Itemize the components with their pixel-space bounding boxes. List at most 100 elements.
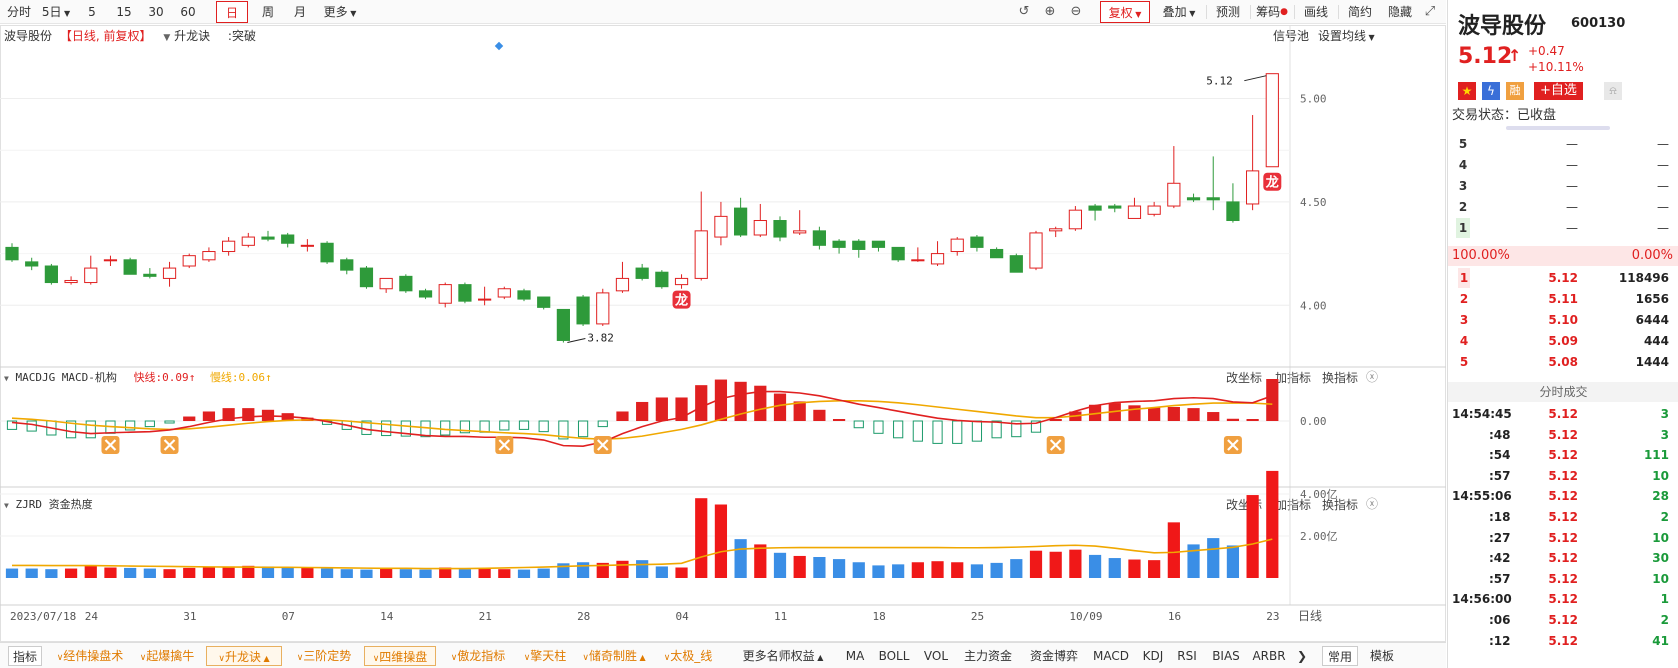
scroll-handle[interactable] xyxy=(1448,126,1678,130)
undo-icon[interactable]: ↺ xyxy=(1018,4,1030,19)
period-more[interactable]: 更多 ▼ xyxy=(318,1,362,23)
macd-buy-signal-icon[interactable] xyxy=(1046,436,1065,454)
period-day[interactable]: 日 xyxy=(216,1,248,23)
candle-down[interactable] xyxy=(576,296,590,325)
candle-up[interactable] xyxy=(438,284,452,304)
period-month[interactable]: 月 xyxy=(293,5,306,19)
macd-buy-signal-icon[interactable] xyxy=(495,436,514,454)
candle-up[interactable] xyxy=(182,255,196,267)
indicator-tab[interactable]: 指标 xyxy=(8,646,42,666)
zjrd-title[interactable]: ZJRD 资金热度 xyxy=(15,498,93,511)
candle-down[interactable] xyxy=(556,308,570,341)
triangle-down-icon[interactable]: ▼ xyxy=(4,501,9,510)
period-60min[interactable]: 60 xyxy=(180,5,196,19)
zjrd-add-indicator-button[interactable]: 加指标 xyxy=(1275,498,1312,512)
indicator-tab[interactable]: ∨太极_线 xyxy=(656,646,720,666)
period-5day[interactable]: 5日 ▼ xyxy=(38,1,74,23)
candle-down[interactable] xyxy=(418,290,433,298)
candle-down[interactable] xyxy=(261,236,275,240)
candle-down[interactable] xyxy=(399,275,413,292)
triangle-down-icon[interactable]: ▼ xyxy=(4,374,9,383)
zoom-out-icon[interactable]: ⊖ xyxy=(1070,4,1082,19)
candle-up[interactable] xyxy=(596,292,610,325)
candle-down[interactable] xyxy=(44,265,58,284)
candle-up[interactable] xyxy=(911,259,925,262)
candle-down[interactable] xyxy=(1186,197,1201,201)
indicator-tab[interactable]: VOL xyxy=(920,646,952,666)
indicator-tab[interactable]: ∨储奇制胜 ▲ xyxy=(580,646,648,666)
indicator-tab[interactable]: BIAS xyxy=(1208,646,1244,666)
indicator-tab[interactable]: BOLL xyxy=(874,646,914,666)
candle-up[interactable] xyxy=(674,277,689,286)
candle-down[interactable] xyxy=(281,234,295,244)
predict-button[interactable]: 预测 xyxy=(1215,5,1240,19)
chips-button[interactable]: 筹码● xyxy=(1254,1,1290,23)
candle-up[interactable] xyxy=(1029,232,1043,269)
candle-down[interactable] xyxy=(123,259,137,275)
indicator-tab[interactable]: ∨起爆擒牛 xyxy=(134,646,200,666)
indicator-name-label[interactable]: 升龙诀 xyxy=(174,29,211,43)
candle-up[interactable] xyxy=(694,230,708,279)
candle-up[interactable] xyxy=(103,259,118,262)
candle-down[interactable] xyxy=(517,290,531,300)
candle-up[interactable] xyxy=(1246,170,1260,205)
candle-down[interactable] xyxy=(1088,205,1102,211)
signal-pool-link[interactable]: 信号池 xyxy=(1273,27,1309,44)
indicator-tab[interactable]: ∨经伟操盘术 xyxy=(50,646,130,666)
scroll-right-icon[interactable]: ❯ xyxy=(1296,649,1308,663)
candle-up[interactable] xyxy=(202,251,216,261)
candle-up[interactable] xyxy=(1127,205,1142,219)
indicator-tab[interactable]: MA xyxy=(842,646,868,666)
indicator-tab[interactable]: RSI xyxy=(1172,646,1202,666)
candle-down[interactable] xyxy=(990,248,1004,259)
zoom-in-icon[interactable]: ⊕ xyxy=(1044,4,1056,19)
indicator-tab[interactable]: ∨三阶定势 xyxy=(290,646,358,666)
ma-settings-button[interactable]: 设置均线 ▼ xyxy=(1318,27,1375,44)
indicator-tab[interactable]: 常用 xyxy=(1322,646,1358,666)
macd-buy-signal-icon[interactable] xyxy=(593,436,612,454)
candle-down[interactable] xyxy=(812,230,826,246)
scroll-handle-bar[interactable] xyxy=(1506,126,1610,130)
candle-down[interactable] xyxy=(537,296,551,308)
period-week[interactable]: 周 xyxy=(261,5,274,19)
indicator-tab[interactable]: 资金博弈 xyxy=(1024,646,1084,666)
candle-up[interactable] xyxy=(162,267,177,279)
candle-down[interactable] xyxy=(635,267,649,279)
macd-change-axis-button[interactable]: 改坐标 xyxy=(1226,371,1263,385)
zjrd-switch-indicator-button[interactable]: 换指标 xyxy=(1322,498,1359,512)
candle-down[interactable] xyxy=(5,246,19,261)
restore-button[interactable]: 复权 ▼ xyxy=(1100,1,1150,23)
indicator-tab[interactable]: ∨升龙诀 ▲ xyxy=(206,646,282,666)
candle-down[interactable] xyxy=(340,259,354,271)
candle-down[interactable] xyxy=(1226,201,1240,222)
indicator-tab[interactable]: ∨四维操盘 xyxy=(364,646,436,666)
candle-up[interactable] xyxy=(64,279,78,284)
indicator-tab[interactable]: ∨傲龙指标 xyxy=(444,646,512,666)
candle-down[interactable] xyxy=(143,273,157,277)
candle-down[interactable] xyxy=(359,267,374,288)
candle-up[interactable] xyxy=(793,230,807,234)
candle-down[interactable] xyxy=(891,246,905,261)
macd-switch-indicator-button[interactable]: 换指标 xyxy=(1322,371,1359,385)
macd-buy-signal-icon[interactable] xyxy=(101,436,120,454)
dragon-badge[interactable]: 龙 xyxy=(1263,172,1282,191)
candle-up[interactable] xyxy=(1147,205,1161,215)
candle-down[interactable] xyxy=(970,236,984,248)
china-flag-icon[interactable]: ★ xyxy=(1458,82,1476,100)
period-intraday[interactable]: 分时 xyxy=(6,5,31,19)
simple-mode-button[interactable]: 简约 xyxy=(1347,5,1372,19)
candle-down[interactable] xyxy=(734,207,748,236)
indicator-tab[interactable]: 模板 xyxy=(1364,646,1400,666)
lightning-icon[interactable]: ϟ xyxy=(1482,82,1500,100)
indicator-tab[interactable]: KDJ xyxy=(1138,646,1168,666)
candle-down[interactable] xyxy=(832,240,846,248)
candle-up[interactable] xyxy=(930,253,945,265)
indicator-tab[interactable]: ∨擎天柱 xyxy=(518,646,572,666)
period-5min[interactable]: 5 xyxy=(88,5,96,19)
triangle-down-icon[interactable]: ▼ xyxy=(163,33,171,43)
indicator-tab[interactable]: MACD xyxy=(1090,646,1132,666)
candle-down[interactable] xyxy=(25,261,39,267)
indicator-tab[interactable]: ARBR xyxy=(1250,646,1288,666)
hide-button[interactable]: 隐藏 xyxy=(1387,5,1412,19)
candle-down[interactable] xyxy=(1108,205,1122,209)
